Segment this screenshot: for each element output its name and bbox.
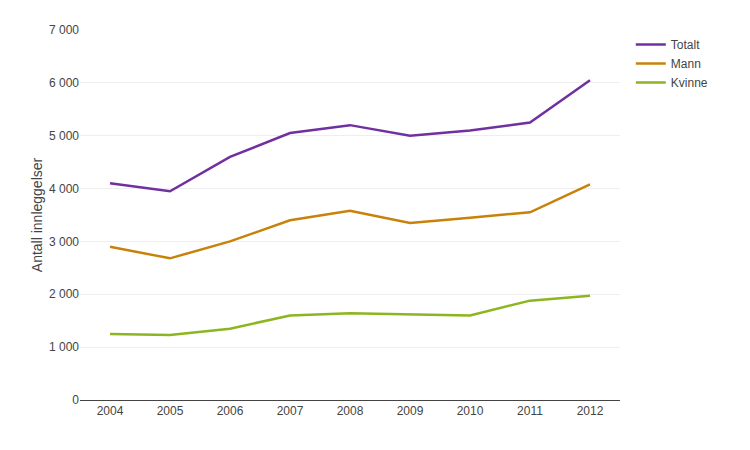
svg-text:2009: 2009 bbox=[397, 404, 424, 418]
svg-text:1 000: 1 000 bbox=[49, 340, 79, 354]
svg-text:7 000: 7 000 bbox=[49, 23, 79, 37]
svg-text:2004: 2004 bbox=[97, 404, 124, 418]
svg-text:2011: 2011 bbox=[517, 404, 543, 418]
svg-text:Totalt: Totalt bbox=[671, 38, 700, 52]
svg-text:3 000: 3 000 bbox=[49, 235, 79, 249]
svg-text:Antall innleggelser: Antall innleggelser bbox=[29, 157, 45, 272]
svg-text:4 000: 4 000 bbox=[49, 182, 79, 196]
svg-text:Mann: Mann bbox=[671, 57, 701, 71]
svg-text:6 000: 6 000 bbox=[49, 76, 79, 90]
svg-text:2006: 2006 bbox=[217, 404, 244, 418]
svg-text:2 000: 2 000 bbox=[49, 287, 79, 301]
svg-text:2005: 2005 bbox=[157, 404, 184, 418]
svg-text:Kvinne: Kvinne bbox=[671, 76, 708, 90]
svg-text:2008: 2008 bbox=[337, 404, 364, 418]
svg-text:2012: 2012 bbox=[577, 404, 604, 418]
svg-text:2007: 2007 bbox=[277, 404, 304, 418]
svg-text:0: 0 bbox=[72, 393, 79, 407]
svg-text:5 000: 5 000 bbox=[49, 129, 79, 143]
svg-text:2010: 2010 bbox=[457, 404, 484, 418]
